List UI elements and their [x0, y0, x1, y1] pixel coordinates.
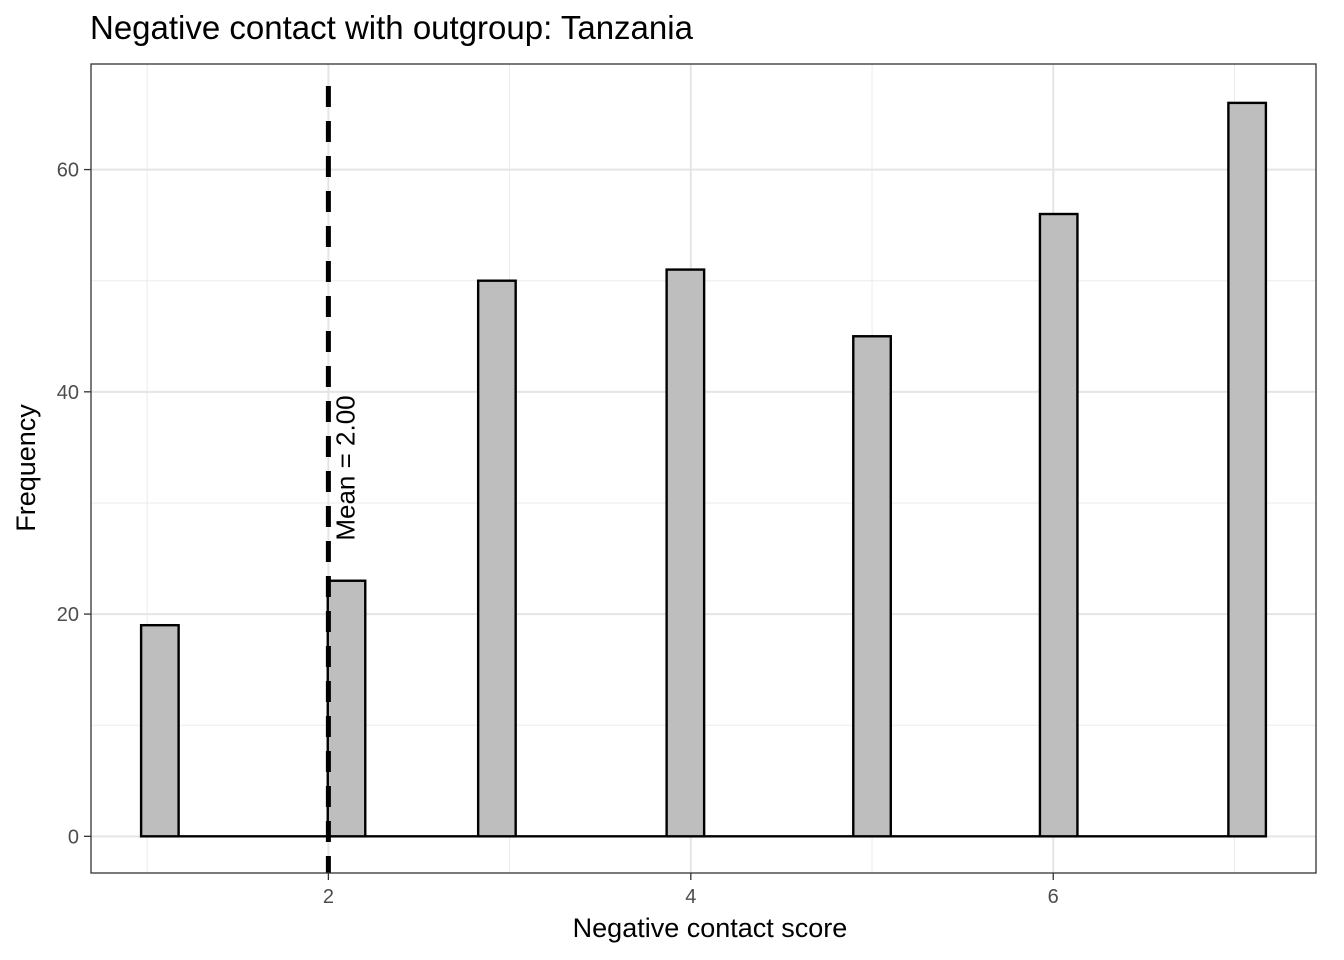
- y-tick-label: 60: [57, 160, 79, 182]
- x-axis-label: Negative contact score: [573, 913, 848, 943]
- x-tick-label: 2: [323, 886, 334, 908]
- plot-panel-border: [90, 63, 1317, 874]
- annotation-layer: Mean = 2.00: [325, 86, 360, 873]
- histogram-bars: [139, 101, 1268, 838]
- mean-label: Mean = 2.00: [330, 395, 360, 540]
- histogram-bar: [1227, 101, 1268, 838]
- y-axis-label: Frequency: [11, 404, 41, 532]
- chart-title: Negative contact with outgroup: Tanzania: [90, 9, 694, 46]
- histogram-bar: [326, 579, 367, 838]
- histogram-bar: [1038, 212, 1079, 838]
- y-tick-label: 40: [57, 382, 79, 404]
- histogram-bar: [852, 335, 892, 838]
- x-tick-label: 4: [685, 886, 696, 908]
- y-tick-label: 20: [57, 604, 79, 626]
- x-tick-label: 6: [1048, 886, 1059, 908]
- histogram-bar: [665, 268, 706, 838]
- histogram-bar: [139, 623, 180, 838]
- histogram-bar: [476, 279, 517, 838]
- y-tick-label: 0: [68, 826, 79, 848]
